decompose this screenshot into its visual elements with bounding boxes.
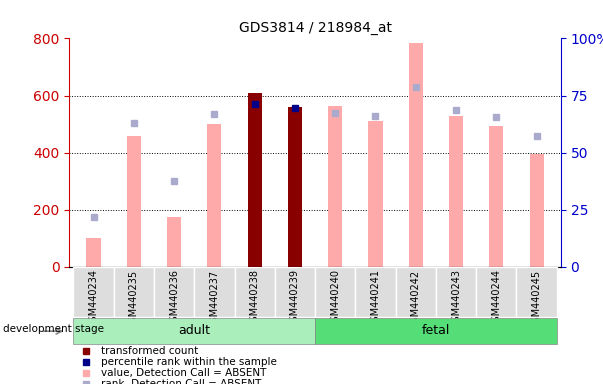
Bar bbox=[529, 154, 544, 267]
Bar bbox=[368, 121, 382, 267]
FancyBboxPatch shape bbox=[235, 267, 275, 317]
Text: GSM440238: GSM440238 bbox=[250, 270, 260, 328]
FancyBboxPatch shape bbox=[275, 267, 315, 317]
FancyBboxPatch shape bbox=[517, 267, 557, 317]
FancyBboxPatch shape bbox=[315, 318, 557, 344]
Text: percentile rank within the sample: percentile rank within the sample bbox=[101, 357, 277, 367]
FancyBboxPatch shape bbox=[194, 267, 235, 317]
Text: GSM440244: GSM440244 bbox=[491, 270, 501, 328]
Bar bbox=[207, 124, 221, 267]
Text: value, Detection Call = ABSENT: value, Detection Call = ABSENT bbox=[101, 368, 267, 378]
FancyBboxPatch shape bbox=[315, 267, 355, 317]
FancyBboxPatch shape bbox=[74, 267, 113, 317]
FancyBboxPatch shape bbox=[355, 267, 396, 317]
Bar bbox=[328, 106, 343, 267]
Bar bbox=[449, 116, 463, 267]
Bar bbox=[409, 43, 423, 267]
Text: GSM440245: GSM440245 bbox=[532, 270, 541, 328]
Bar bbox=[288, 107, 302, 267]
Bar bbox=[86, 238, 101, 267]
Text: GSM440239: GSM440239 bbox=[290, 270, 300, 328]
Text: transformed count: transformed count bbox=[101, 346, 198, 356]
Text: rank, Detection Call = ABSENT: rank, Detection Call = ABSENT bbox=[101, 379, 262, 384]
Text: development stage: development stage bbox=[3, 324, 104, 334]
FancyBboxPatch shape bbox=[476, 267, 517, 317]
Text: fetal: fetal bbox=[421, 324, 450, 337]
Text: GSM440236: GSM440236 bbox=[169, 270, 179, 328]
Text: GSM440243: GSM440243 bbox=[451, 270, 461, 328]
FancyBboxPatch shape bbox=[396, 267, 436, 317]
Text: GSM440237: GSM440237 bbox=[209, 270, 219, 328]
Text: GSM440242: GSM440242 bbox=[411, 270, 421, 328]
FancyBboxPatch shape bbox=[154, 267, 194, 317]
Text: GSM440234: GSM440234 bbox=[89, 270, 98, 328]
Bar bbox=[248, 93, 262, 267]
Text: GSM440235: GSM440235 bbox=[129, 270, 139, 328]
Bar bbox=[489, 126, 504, 267]
Title: GDS3814 / 218984_at: GDS3814 / 218984_at bbox=[239, 21, 391, 35]
Text: adult: adult bbox=[178, 324, 210, 337]
FancyBboxPatch shape bbox=[113, 267, 154, 317]
Bar bbox=[127, 136, 141, 267]
Text: GSM440240: GSM440240 bbox=[330, 270, 340, 328]
Text: GSM440241: GSM440241 bbox=[370, 270, 380, 328]
FancyBboxPatch shape bbox=[436, 267, 476, 317]
Bar bbox=[167, 217, 181, 267]
FancyBboxPatch shape bbox=[74, 318, 315, 344]
